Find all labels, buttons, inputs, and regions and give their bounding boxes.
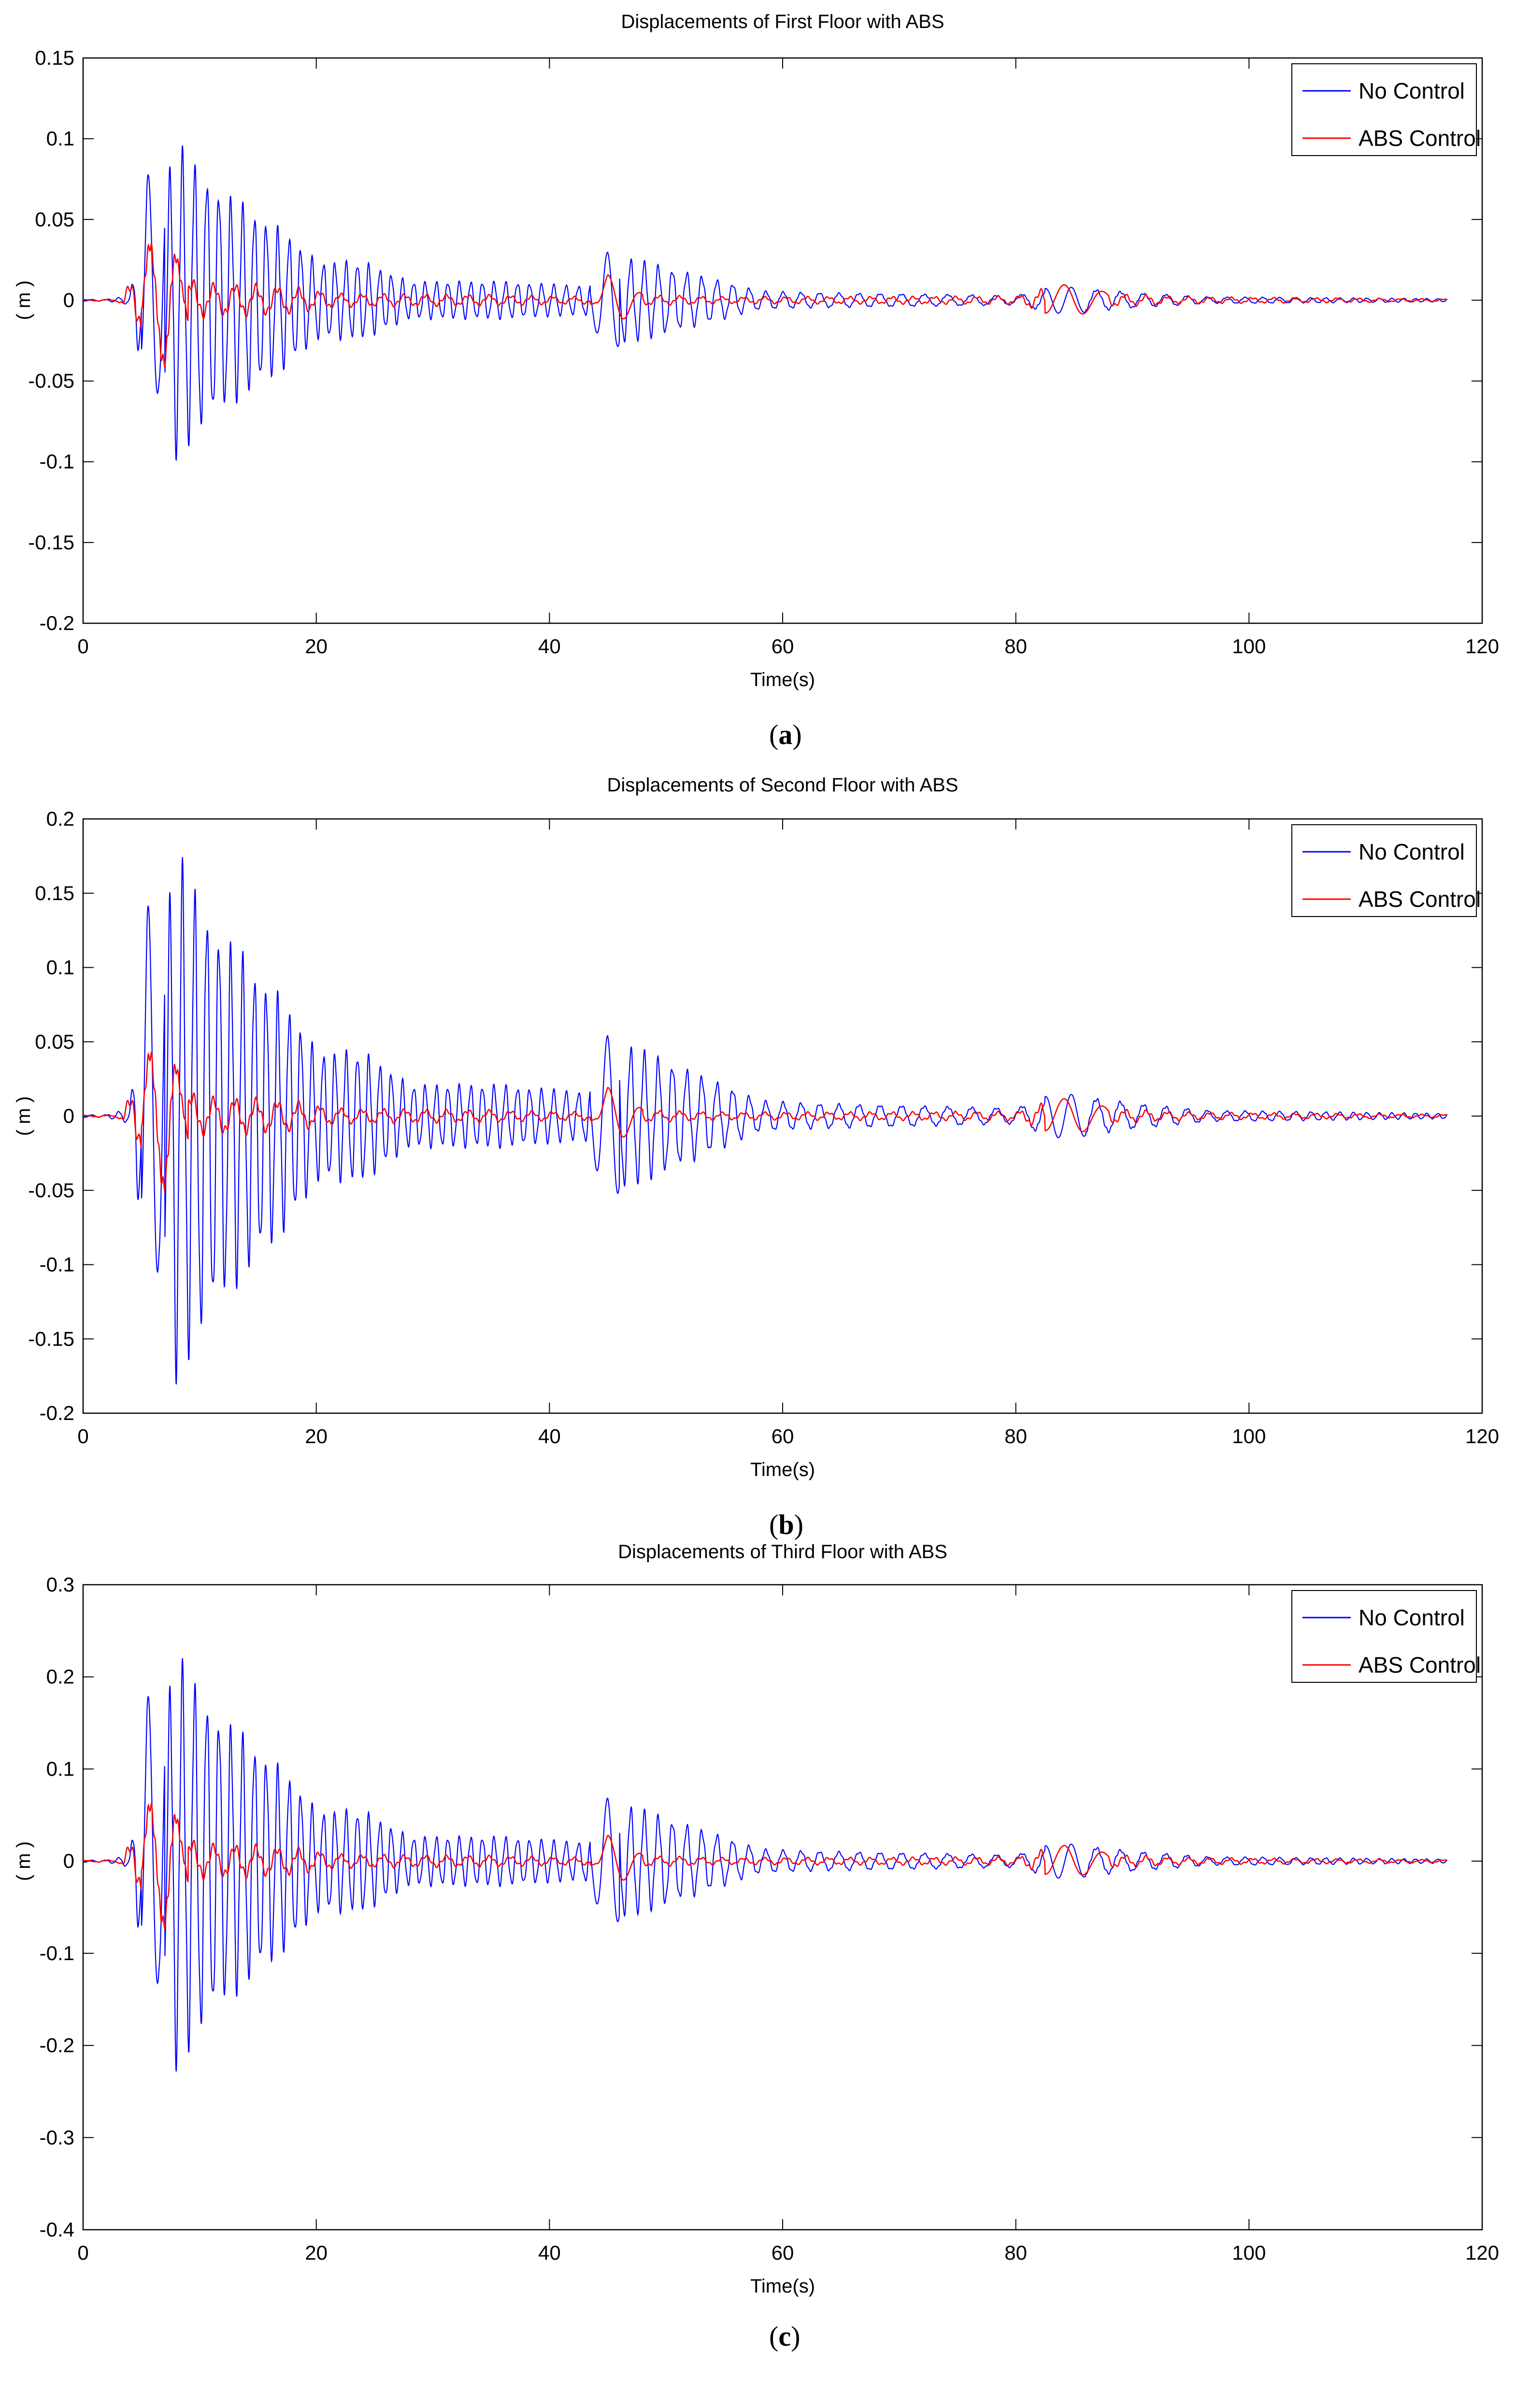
y-tick-label: -0.1 bbox=[40, 1942, 74, 1964]
chart-panel-a: Displacements of First Floor with ABS 0 2… bbox=[13, 11, 1499, 750]
x-tick-label: 40 bbox=[538, 1425, 561, 1448]
legend-b: No Control ABS Control bbox=[1291, 824, 1481, 917]
series-line-abs-control bbox=[83, 1051, 1448, 1192]
x-tick-label: 80 bbox=[1004, 635, 1027, 658]
y-tick-label: 0.2 bbox=[46, 1665, 74, 1688]
y-tick-label: 0.15 bbox=[35, 46, 74, 69]
panel-label-a: (a) bbox=[769, 719, 802, 750]
x-axis-label-a: Time(s) bbox=[750, 669, 815, 690]
y-tick-label: -0.4 bbox=[40, 2218, 74, 2241]
y-tick-label: 0.1 bbox=[46, 1757, 74, 1780]
y-tick-label: 0.3 bbox=[46, 1573, 74, 1596]
series-layer-b bbox=[83, 857, 1448, 1385]
legend-c: No Control ABS Control bbox=[1291, 1590, 1481, 1683]
x-tick-label: 40 bbox=[538, 635, 561, 658]
legend-box-b bbox=[1291, 824, 1477, 917]
x-tick-label: 80 bbox=[1004, 1425, 1027, 1448]
y-tick-label: -0.2 bbox=[40, 1402, 74, 1424]
y-tick-label: -0.05 bbox=[28, 370, 74, 392]
x-tick-label: 80 bbox=[1004, 2241, 1027, 2264]
y-axis-label-c: ( m ) bbox=[13, 1841, 34, 1881]
y-tick-label: -0.05 bbox=[28, 1179, 74, 1202]
ticks-b: 0 20 40 60 80 100 120 0.2 0.15 0.1 0.05 0 -0.05 -0.1 -… bbox=[28, 807, 1499, 1448]
x-tick-label: 100 bbox=[1232, 2241, 1266, 2264]
y-tick-label: 0.15 bbox=[35, 882, 74, 904]
plot-frame-a bbox=[82, 57, 1483, 624]
series-layer-c bbox=[83, 1658, 1448, 2072]
x-tick-label: 60 bbox=[772, 2241, 794, 2264]
series-line-no-control bbox=[83, 857, 1448, 1385]
legend-label-abs-control-c: ABS Control bbox=[1359, 1652, 1481, 1677]
y-tick-label: 0.05 bbox=[35, 1030, 74, 1053]
x-tick-label: 0 bbox=[77, 1425, 88, 1448]
x-tick-label: 60 bbox=[772, 635, 794, 658]
ticks-c: 0 20 40 60 80 100 120 0.3 0.2 0.1 0 -0.1 -0.2 -0.3 -0.… bbox=[40, 1573, 1499, 2264]
x-tick-label: 60 bbox=[772, 1425, 794, 1448]
y-tick-label: 0 bbox=[63, 288, 74, 311]
series-line-abs-control bbox=[83, 1803, 1448, 1930]
x-axis-label-b: Time(s) bbox=[750, 1459, 815, 1480]
x-tick-label: 120 bbox=[1465, 2241, 1499, 2264]
legend-box-c bbox=[1291, 1590, 1477, 1683]
panel-label-b: (b) bbox=[769, 1509, 803, 1540]
legend-label-no-control-b: No Control bbox=[1359, 839, 1465, 864]
y-axis-label-a: ( m ) bbox=[13, 280, 34, 320]
legend-a: No Control ABS Control bbox=[1291, 63, 1481, 156]
y-tick-label: 0.05 bbox=[35, 208, 74, 230]
x-tick-label: 120 bbox=[1465, 1425, 1499, 1448]
series-line-abs-control bbox=[83, 243, 1448, 368]
y-tick-label: -0.2 bbox=[40, 2034, 74, 2057]
legend-label-abs-control-b: ABS Control bbox=[1359, 887, 1481, 912]
legend-label-no-control-c: No Control bbox=[1359, 1605, 1465, 1630]
x-tick-label: 20 bbox=[305, 2241, 328, 2264]
plot-frame-c bbox=[82, 1584, 1483, 2231]
y-tick-label: -0.3 bbox=[40, 2126, 74, 2149]
y-tick-label: 0.1 bbox=[46, 956, 74, 979]
y-tick-label: -0.1 bbox=[40, 450, 74, 473]
plot-frame-b bbox=[82, 818, 1483, 1414]
x-tick-label: 20 bbox=[305, 635, 328, 658]
panel-label-c: (c) bbox=[769, 2321, 800, 2352]
y-axis-label-b: ( m ) bbox=[13, 1096, 34, 1136]
y-tick-label: 0.1 bbox=[46, 127, 74, 150]
legend-box-a bbox=[1291, 63, 1477, 156]
chart-panel-b: Displacements of Second Floor with ABS 0… bbox=[13, 774, 1499, 1540]
x-tick-label: 0 bbox=[77, 2241, 88, 2264]
y-tick-label: 0 bbox=[63, 1104, 74, 1127]
x-tick-label: 40 bbox=[538, 2241, 561, 2264]
y-tick-label: -0.2 bbox=[40, 612, 74, 634]
x-tick-label: 0 bbox=[77, 635, 88, 658]
y-tick-label: -0.1 bbox=[40, 1253, 74, 1276]
legend-label-abs-control-a: ABS Control bbox=[1359, 126, 1481, 151]
y-tick-label: -0.15 bbox=[28, 531, 74, 554]
ticks-a: 0 20 40 60 80 100 120 0.15 0.1 0.05 0 -0.05 -0.1 -0.1… bbox=[28, 46, 1499, 658]
x-axis-label-c: Time(s) bbox=[750, 2276, 815, 2297]
y-tick-label: 0.2 bbox=[46, 807, 74, 830]
chart-title-b: Displacements of Second Floor with ABS bbox=[607, 774, 958, 796]
chart-panel-c: Displacements of Third Floor with ABS 0 2… bbox=[13, 1541, 1499, 2352]
series-layer-a bbox=[83, 145, 1448, 461]
x-tick-label: 100 bbox=[1232, 635, 1266, 658]
x-tick-label: 20 bbox=[305, 1425, 328, 1448]
legend-label-no-control-a: No Control bbox=[1359, 78, 1465, 103]
chart-title-c: Displacements of Third Floor with ABS bbox=[618, 1541, 947, 1562]
y-tick-label: -0.15 bbox=[28, 1327, 74, 1350]
x-tick-label: 100 bbox=[1232, 1425, 1266, 1448]
x-tick-label: 120 bbox=[1465, 635, 1499, 658]
chart-title-a: Displacements of First Floor with ABS bbox=[621, 11, 944, 32]
y-tick-label: 0 bbox=[63, 1849, 74, 1872]
